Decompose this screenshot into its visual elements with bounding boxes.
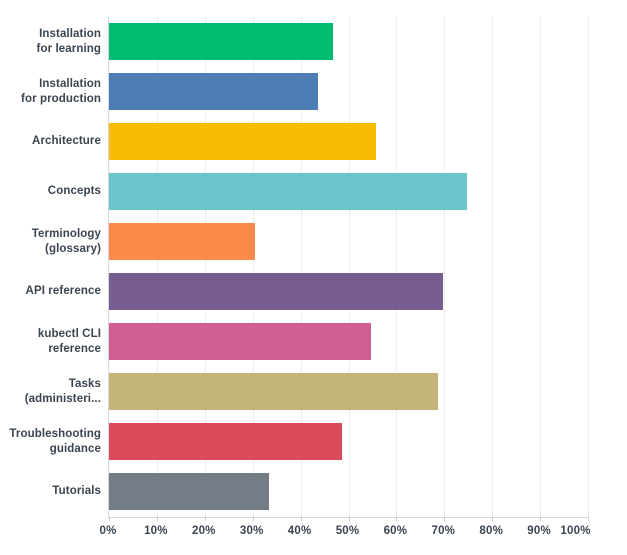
x-tick-label-70: 70%: [431, 525, 456, 537]
category-label-line: Troubleshooting: [9, 427, 101, 440]
axis-tick: [109, 517, 110, 521]
x-tick-label-40: 40%: [287, 525, 312, 537]
x-tick-label-80: 80%: [479, 525, 503, 537]
gridline: [348, 17, 350, 517]
category-label-line: (glossary): [45, 243, 101, 255]
category-label-concepts: Concepts: [0, 167, 101, 217]
x-tick-label-60: 60%: [383, 525, 408, 537]
bar-troubleshooting-guidance: [109, 423, 342, 460]
category-label-api-reference: API reference: [0, 267, 101, 317]
x-tick-label-10: 10%: [144, 525, 168, 537]
x-tick-label-50: 50%: [335, 525, 360, 537]
category-label-installation-for-learning: Installation for learning: [0, 17, 101, 67]
axis-tick: [540, 517, 542, 521]
gridline: [588, 17, 589, 517]
x-tick-label-100: 100%: [560, 525, 591, 537]
x-tick-label-0: 0%: [99, 525, 117, 537]
category-label-line: Installation: [39, 77, 101, 90]
gridline: [540, 17, 542, 517]
category-label-tutorials: Tutorials: [0, 467, 101, 517]
x-tick-label-90: 90%: [527, 525, 551, 537]
category-label-line: Tutorials: [52, 485, 101, 498]
category-label-line: API reference: [25, 285, 101, 298]
category-label-line: for production: [21, 93, 101, 105]
x-tick-label-30: 30%: [239, 525, 264, 537]
category-label-line: kubectl CLI: [37, 327, 101, 340]
category-label-line: reference: [48, 343, 101, 355]
gridline: [204, 17, 206, 517]
category-label-line: (administeri...: [24, 393, 101, 405]
category-label-line: Installation: [39, 27, 101, 40]
axis-tick: [396, 517, 398, 521]
bar-kubectl-cli-reference: [109, 323, 371, 360]
plot-area: [108, 17, 589, 521]
category-label-line: Concepts: [47, 185, 101, 198]
gridline: [492, 17, 494, 517]
bar-terminology-glossary: [109, 223, 255, 260]
category-label-terminology-glossary: Terminology (glossary): [0, 217, 101, 267]
axis-tick: [348, 517, 350, 521]
category-label-line: Tasks: [68, 377, 101, 390]
bar-api-reference: [109, 273, 443, 310]
axis-tick: [156, 517, 158, 521]
gridline: [252, 17, 254, 517]
bar-tutorials: [109, 473, 269, 510]
gridline: [396, 17, 398, 517]
category-label-line: for learning: [36, 43, 101, 55]
axis-tick: [444, 517, 446, 521]
axis-tick: [204, 517, 206, 521]
x-tick-label-20: 20%: [191, 525, 216, 537]
bar-installation-for-learning: [109, 23, 333, 60]
category-label-line: Terminology: [31, 227, 101, 240]
category-label-installation-for-production: Installation for production: [0, 67, 101, 117]
bar-tasks-administeri: [109, 373, 438, 410]
axis-tick: [252, 517, 254, 521]
category-label-line: guidance: [49, 443, 101, 455]
category-label-tasks-administeri: Tasks (administeri...: [0, 367, 101, 417]
axis-tick: [588, 517, 589, 521]
gridline: [156, 17, 158, 517]
category-label-troubleshooting-guidance: Troubleshooting guidance: [0, 417, 101, 467]
axis-tick: [492, 517, 494, 521]
bar-architecture: [109, 123, 376, 160]
bar-installation-for-production: [109, 73, 319, 110]
bar-concepts: [109, 173, 468, 210]
category-label-kubectl-cli-reference: kubectl CLI reference: [0, 317, 101, 367]
gridline: [444, 17, 446, 517]
gridline: [300, 17, 302, 517]
axis-tick: [300, 517, 302, 521]
category-label-line: Architecture: [32, 135, 101, 148]
category-label-architecture: Architecture: [0, 117, 101, 167]
